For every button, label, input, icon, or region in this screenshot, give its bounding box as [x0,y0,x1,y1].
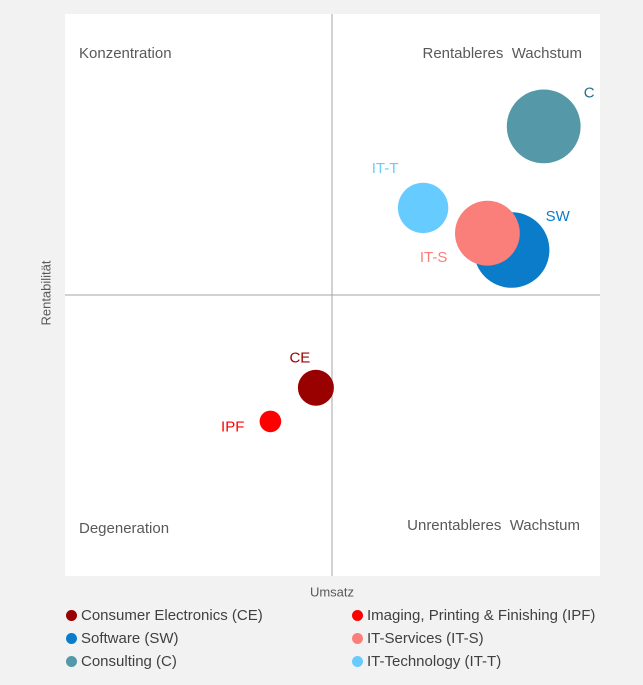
legend-swatch-it-s [352,633,363,644]
legend-label-c: Consulting (C) [81,653,177,670]
legend-item-it-t: IT-Technology (IT-T) [352,653,501,670]
bubble-ce [297,369,334,406]
bubble-label-c: C [584,84,595,101]
bubble-label-it-t: IT-T [372,160,399,177]
legend-label-it-s: IT-Services (IT-S) [367,630,484,647]
bubble-chart: CE IPF SW IT-S IT-T C [65,14,600,576]
bubble-it-s [455,200,520,266]
legend-item-ce: Consumer Electronics (CE) [66,607,263,624]
legend: Consumer Electronics (CE) Imaging, Printi… [66,607,641,677]
bubble-c [506,89,581,164]
legend-item-sw: Software (SW) [66,630,179,647]
legend-label-ce: Consumer Electronics (CE) [81,607,263,624]
quadrant-label-bottom-left: Degeneration [79,520,170,537]
bubble-it-t [397,182,449,234]
quadrant-label-top-left: Konzentration [79,45,172,62]
legend-swatch-ce [66,610,77,621]
quadrant-label-bottom-right: Unrentableres Wachstum [407,517,580,534]
quadrant-label-top-right: Rentableres Wachstum [422,45,582,62]
bubble-ipf [259,410,282,433]
legend-swatch-ipf [352,610,363,621]
bubble-label-layer: CE IPF SW IT-S IT-T C [221,84,595,435]
legend-item-it-s: IT-Services (IT-S) [352,630,484,647]
bubble-label-ipf: IPF [221,418,244,435]
bubble-layer [259,89,581,433]
legend-label-sw: Software (SW) [81,630,179,647]
legend-label-ipf: Imaging, Printing & Finishing (IPF) [367,607,596,624]
legend-swatch-sw [66,633,77,644]
bubble-label-it-s: IT-S [420,249,448,266]
legend-swatch-it-t [352,656,363,667]
legend-label-it-t: IT-Technology (IT-T) [367,653,502,670]
bubble-label-ce: CE [289,350,310,367]
plot-area: CE IPF SW IT-S IT-T C Konzentration Rentabler… [65,14,600,576]
y-axis-label: Rentabilität [38,260,54,326]
bubble-label-sw: SW [546,208,571,225]
legend-item-c: Consulting (C) [66,653,177,670]
legend-item-ipf: Imaging, Printing & Finishing (IPF) [352,607,595,624]
legend-swatch-c [66,656,77,667]
x-axis-label: Umsatz [309,584,355,600]
